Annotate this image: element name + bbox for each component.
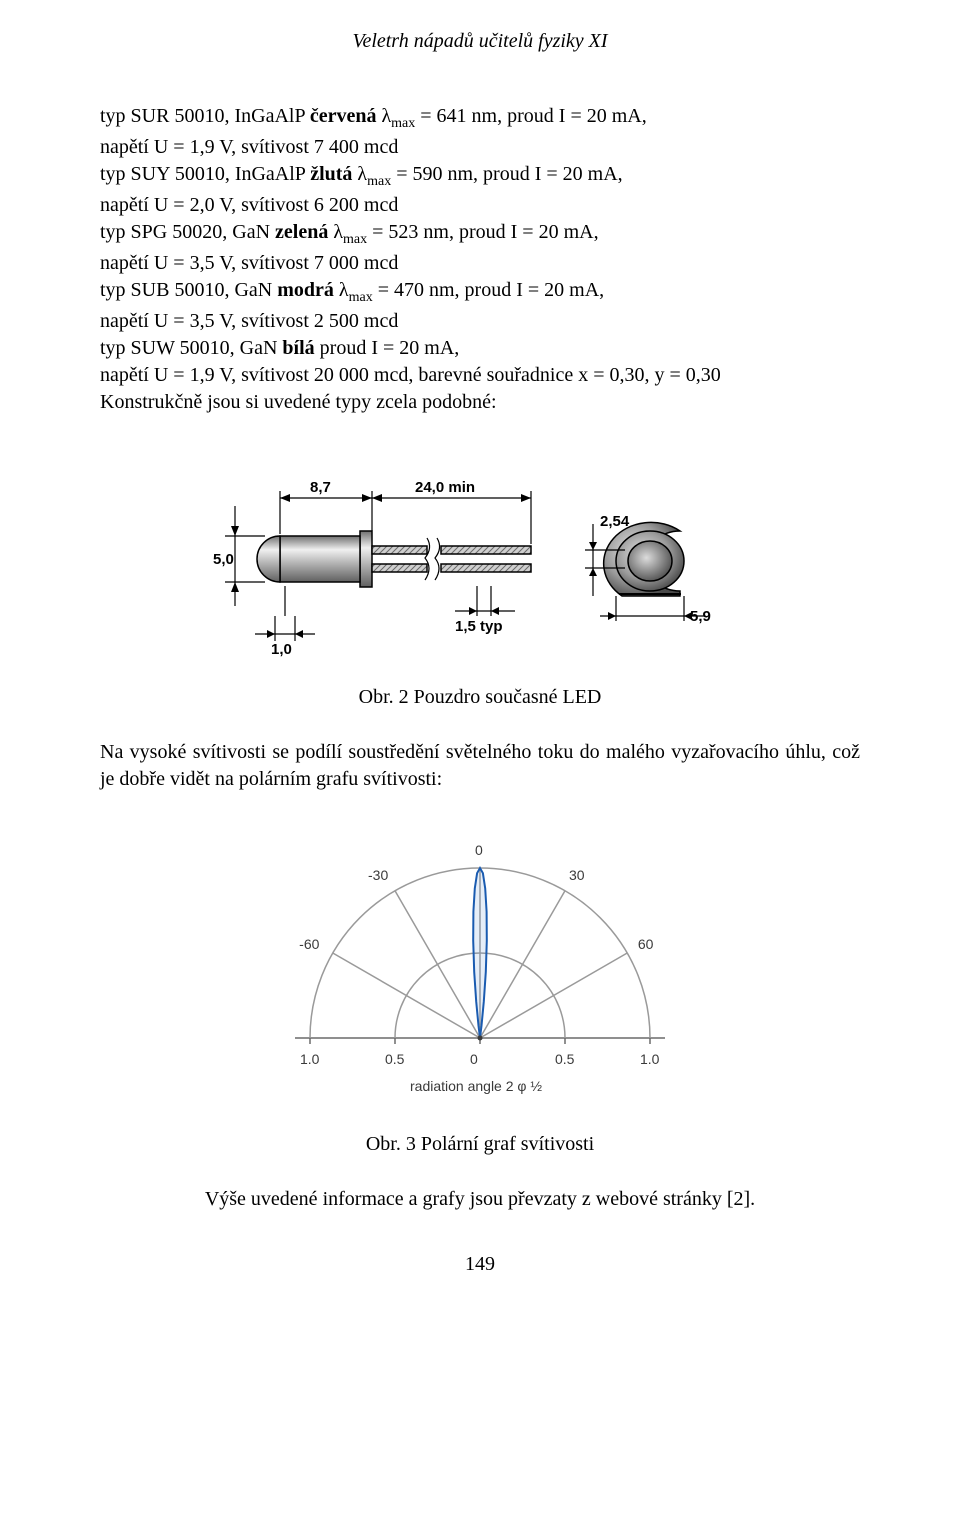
dim-lead-w: 1,0	[271, 641, 292, 658]
axis-title: radiation angle 2 φ ½	[410, 1078, 542, 1094]
radiation-lobe	[473, 868, 487, 1038]
svg-text:0: 0	[470, 1051, 478, 1067]
subscript: max	[343, 232, 367, 247]
dim-flange: 5,9	[690, 608, 711, 625]
text: proud I = 20 mA,	[315, 337, 460, 359]
svg-text:0.5: 0.5	[555, 1051, 575, 1067]
text: napětí U = 1,9 V, svítivost 7 400 mcd	[100, 136, 398, 158]
fig2-caption: Obr. 3 Polární graf svítivosti	[100, 1133, 860, 1156]
text: = 523 nm, proud I = 20 mA,	[367, 221, 598, 243]
dim-head-len: 8,7	[310, 479, 331, 496]
text: typ SPG 50020, GaN	[100, 221, 275, 243]
text-bold: bílá	[282, 337, 314, 359]
svg-text:1.0: 1.0	[640, 1051, 660, 1067]
text: λ	[352, 163, 367, 185]
dim-body-dia: 5,0	[213, 551, 234, 568]
svg-text:-60: -60	[299, 936, 319, 952]
text-bold: žlutá	[310, 163, 352, 185]
text: typ SUB 50010, GaN	[100, 279, 277, 301]
dim-lead-t: 1,5 typ	[455, 618, 503, 635]
page-number: 149	[100, 1253, 860, 1276]
svg-text:-30: -30	[368, 867, 388, 883]
text: = 590 nm, proud I = 20 mA,	[391, 163, 622, 185]
paragraph-b: Na vysoké svítivosti se podílí soustředě…	[100, 739, 860, 793]
svg-text:30: 30	[569, 867, 585, 883]
subscript: max	[367, 174, 391, 189]
led-package-diagram: 8,7 24,0 min 5,0 1,0	[205, 446, 755, 666]
fig1-caption: Obr. 2 Pouzdro současné LED	[100, 686, 860, 709]
svg-text:0.5: 0.5	[385, 1051, 405, 1067]
dim-pitch: 2,54	[600, 513, 630, 530]
text: napětí U = 3,5 V, svítivost 2 500 mcd	[100, 310, 398, 332]
running-header: Veletrh nápadů učitelů fyziky XI	[100, 30, 860, 53]
led-side-view	[257, 531, 531, 587]
text: typ SUR 50010, InGaAlP	[100, 105, 310, 127]
svg-text:1.0: 1.0	[300, 1051, 320, 1067]
svg-text:0: 0	[475, 842, 483, 858]
text: Konstrukčně jsou si uvedené typy zcela p…	[100, 391, 497, 413]
text: = 641 nm, proud I = 20 mA,	[415, 105, 646, 127]
text: λ	[328, 221, 343, 243]
svg-text:60: 60	[638, 936, 654, 952]
subscript: max	[349, 290, 373, 305]
page: Veletrh nápadů učitelů fyziky XI typ SUR…	[0, 0, 960, 1316]
text: λ	[334, 279, 349, 301]
dim-lead-min: 24,0 min	[415, 479, 475, 496]
subscript: max	[391, 116, 415, 131]
led-spec-block: typ SUR 50010, InGaAlP červená λmax = 64…	[100, 103, 860, 416]
text: typ SUW 50010, GaN	[100, 337, 282, 359]
polar-radiation-chart: 1.0 0.5 0 0.5 1.0 -60 -30 0 30 60 radiation angl…	[270, 823, 690, 1113]
text: napětí U = 2,0 V, svítivost 6 200 mcd	[100, 194, 398, 216]
text: napětí U = 1,9 V, svítivost 20 000 mcd, …	[100, 364, 721, 386]
text: napětí U = 3,5 V, svítivost 7 000 mcd	[100, 252, 398, 274]
text: λ	[376, 105, 391, 127]
text-bold: modrá	[277, 279, 334, 301]
paragraph-c: Výše uvedené informace a grafy jsou přev…	[100, 1186, 860, 1213]
led-end-view	[604, 522, 684, 596]
text-bold: zelená	[275, 221, 328, 243]
text-bold: červená	[310, 105, 377, 127]
text: = 470 nm, proud I = 20 mA,	[373, 279, 604, 301]
text: typ SUY 50010, InGaAlP	[100, 163, 310, 185]
